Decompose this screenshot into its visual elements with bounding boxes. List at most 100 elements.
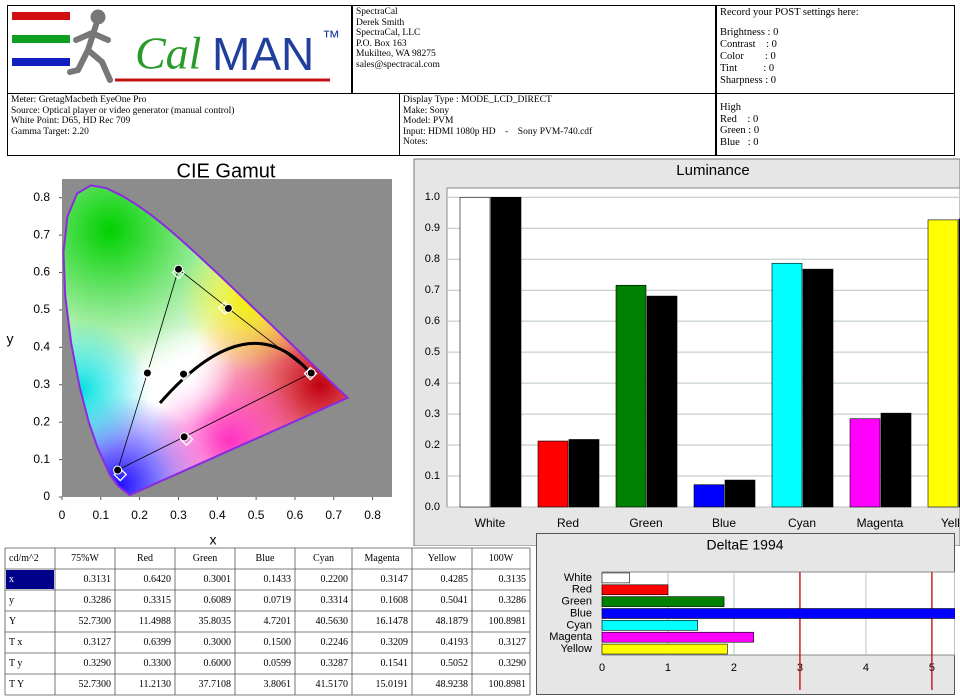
x-tick-label: Blue bbox=[712, 516, 736, 530]
table-cell: 0.4285 bbox=[441, 574, 469, 585]
chart-title: CIE Gamut bbox=[177, 160, 276, 182]
x-tick-label: 4 bbox=[863, 662, 869, 674]
x-tick-label: 0 bbox=[599, 662, 605, 674]
bar bbox=[459, 196, 491, 508]
bar bbox=[601, 584, 669, 596]
x-tick-label: 0.2 bbox=[131, 508, 148, 522]
table-cell: 48.1879 bbox=[436, 616, 469, 627]
x-tick-label: 0.5 bbox=[248, 508, 265, 522]
bar bbox=[601, 608, 955, 619]
table-cell: 0.1433 bbox=[264, 574, 292, 585]
meter-line: White Point: D65, HD Rec 709 bbox=[11, 116, 131, 126]
table-cell: 11.4988 bbox=[139, 616, 171, 627]
company-line: SpectraCal, LLC bbox=[356, 28, 421, 38]
y-tick-label: Yellow bbox=[561, 643, 592, 655]
table-cell: 0.3000 bbox=[204, 637, 232, 648]
meter-box: Meter: GretagMacbeth EyeOne Pro Source: … bbox=[7, 93, 400, 156]
row-label-highlight bbox=[6, 570, 54, 589]
company-line: P.O. Box 163 bbox=[356, 38, 407, 49]
table-cell: 0.3286 bbox=[84, 595, 112, 606]
table-cell: 0.3135 bbox=[499, 574, 527, 585]
x-tick-label: Magenta bbox=[857, 516, 904, 530]
high-line: Green : 0 bbox=[720, 125, 760, 136]
x-tick-label: 2 bbox=[731, 662, 737, 674]
table-header-cell: cd/m^2 bbox=[9, 553, 39, 564]
table-header-cell: 100W bbox=[489, 553, 514, 564]
table-cell: 41.5170 bbox=[316, 679, 349, 690]
x-tick-label: 0.7 bbox=[325, 508, 342, 522]
y-tick-label: 0.1 bbox=[33, 452, 50, 466]
y-tick-label: 0.7 bbox=[33, 227, 50, 241]
bar bbox=[601, 631, 755, 643]
company-line: sales@spectracal.com bbox=[356, 59, 440, 70]
y-tick-label: 0.4 bbox=[425, 377, 440, 389]
post-line: Sharpness : 0 bbox=[720, 75, 776, 86]
bar bbox=[601, 643, 728, 655]
table-cell: 52.7300 bbox=[79, 616, 112, 627]
y-tick-label: 0.3 bbox=[425, 408, 440, 420]
table-header-cell: Yellow bbox=[428, 553, 457, 564]
y-axis-label: y bbox=[7, 331, 14, 347]
bar bbox=[601, 572, 631, 584]
table-cell: 100.8981 bbox=[489, 616, 527, 627]
bar bbox=[601, 596, 725, 607]
y-tick-label: 0.8 bbox=[33, 190, 50, 204]
table-cell: 0.1541 bbox=[381, 658, 409, 669]
y-tick-label: Cyan bbox=[566, 619, 592, 631]
table-cell: y bbox=[9, 595, 14, 606]
measured-point bbox=[179, 432, 189, 442]
logo-man: MAN bbox=[212, 28, 314, 80]
table-cell: 0.3286 bbox=[499, 595, 527, 606]
y-tick-label: 0.8 bbox=[425, 253, 440, 265]
display-line: Make: Sony bbox=[403, 105, 450, 116]
high-box: High Red : 0 Green : 0 Blue : 0 bbox=[716, 93, 955, 156]
y-tick-label: 0.6 bbox=[33, 265, 50, 279]
measured-point bbox=[174, 264, 184, 274]
x-tick-label: 0.6 bbox=[287, 508, 304, 522]
logo-tm: ™ bbox=[322, 27, 340, 47]
table-cell: 52.7300 bbox=[79, 679, 112, 690]
table-cell: 35.8035 bbox=[199, 616, 232, 627]
table-cell: T y bbox=[9, 658, 22, 669]
table-cell: 0.3314 bbox=[321, 595, 349, 606]
y-tick-label: 0.2 bbox=[425, 439, 440, 451]
table-cell: 0.3147 bbox=[381, 574, 409, 585]
table-cell: 11.2130 bbox=[139, 679, 171, 690]
company-line: Mukilteo, WA 98275 bbox=[356, 49, 436, 59]
measured-point bbox=[142, 368, 152, 378]
company-box: SpectraCal Derek Smith SpectraCal, LLC P… bbox=[352, 5, 716, 94]
x-tick-label: 0.1 bbox=[92, 508, 109, 522]
bar bbox=[601, 620, 698, 631]
logo-runner bbox=[67, 9, 113, 83]
measured-point bbox=[179, 369, 189, 379]
luminance-chart: Luminance 0.0 0.1 0.2 0.3 0.4 0.5 0.6 0.7 0.8 0.9 1… bbox=[413, 158, 960, 546]
table-cell: T x bbox=[9, 637, 22, 648]
table-cell: 0.3127 bbox=[499, 637, 527, 648]
table-cell: 0.6000 bbox=[204, 658, 232, 669]
y-tick-label: White bbox=[564, 572, 592, 584]
table-cell: 0.4193 bbox=[441, 637, 469, 648]
y-tick-label: 1.0 bbox=[425, 191, 440, 203]
table-cell: 40.5630 bbox=[316, 616, 349, 627]
table: cd/m^2 75%W Red Green Blue Cyan Magenta Yellow 1… bbox=[4, 547, 531, 696]
bar bbox=[927, 219, 959, 508]
table-cell: T Y bbox=[9, 679, 24, 690]
table-cell: 0.5052 bbox=[441, 658, 469, 669]
y-tick-label: Blue bbox=[570, 607, 592, 619]
x-tick-label: Red bbox=[557, 516, 579, 530]
logo-cal: Cal bbox=[135, 28, 201, 79]
y-tick-label: 0.5 bbox=[425, 346, 440, 358]
y-tick-label: Green bbox=[561, 596, 592, 608]
chart-title: Luminance bbox=[676, 162, 749, 179]
table-cell: 0.3127 bbox=[84, 637, 112, 648]
display-line: Model: PVM bbox=[403, 116, 454, 126]
deltae-chart: DeltaE 1994012345WhiteRedGreenBlueCyanMa… bbox=[536, 533, 955, 695]
y-tick-label: 0.3 bbox=[33, 377, 50, 391]
bar bbox=[568, 439, 600, 508]
table-cell: 0.6420 bbox=[144, 574, 172, 585]
x-tick-label: Yellow bbox=[941, 516, 960, 530]
company-line: SpectraCal bbox=[356, 7, 398, 17]
bar bbox=[537, 440, 569, 508]
planckian-locus bbox=[158, 341, 314, 404]
